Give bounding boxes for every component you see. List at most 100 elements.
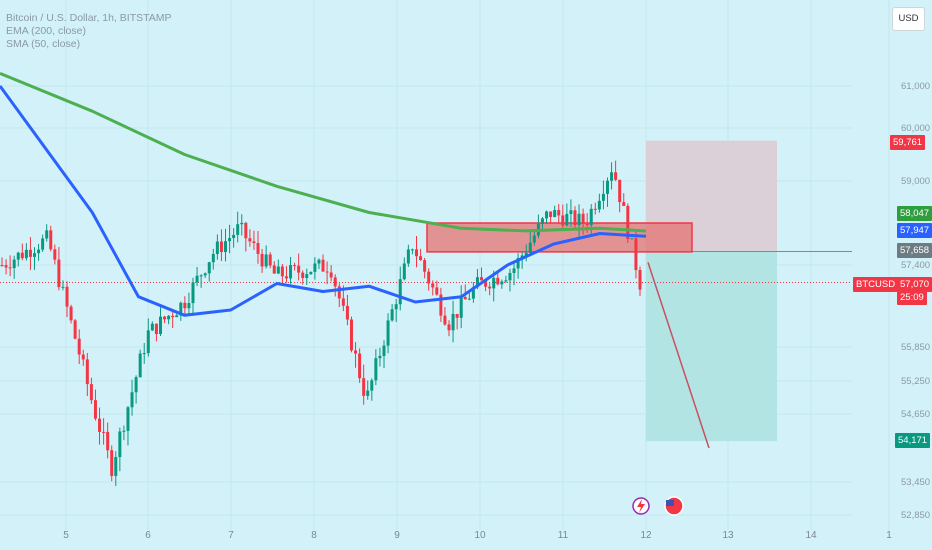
candle-body <box>171 315 175 318</box>
candle-body <box>138 353 142 378</box>
candle-body <box>630 238 634 240</box>
candle-body <box>618 179 622 203</box>
candle-body <box>154 323 158 335</box>
candle-body <box>276 266 280 274</box>
x-tick-label: 14 <box>805 530 817 541</box>
candle-body <box>614 172 618 180</box>
candle-body <box>106 431 110 451</box>
candle-body <box>447 324 451 331</box>
currency-button[interactable]: USD <box>892 7 925 31</box>
candle-body <box>345 305 349 320</box>
candle-body <box>325 271 329 273</box>
candle-body <box>573 210 577 226</box>
ema200-price-tag: 58,047 <box>897 206 932 221</box>
candle-body <box>85 359 89 385</box>
candle-body <box>634 238 638 270</box>
candle-body <box>293 265 297 267</box>
candle-body <box>260 253 264 267</box>
candle-body <box>24 249 28 259</box>
ema-legend[interactable]: EMA (200, close) <box>6 25 86 37</box>
candle-body <box>610 172 614 181</box>
candle-body <box>142 353 146 355</box>
candle-body <box>207 262 211 274</box>
candle-body <box>508 272 512 281</box>
candle-body <box>301 272 305 278</box>
lightning-icon <box>637 499 645 513</box>
candle-body <box>435 287 439 295</box>
candle-body <box>122 430 126 432</box>
y-tick-label: 60,000 <box>901 123 930 134</box>
x-tick-label: 9 <box>394 530 400 541</box>
candle-body <box>256 243 260 254</box>
candle-body <box>386 320 390 346</box>
candle-body <box>337 286 341 299</box>
candle-body <box>199 275 203 277</box>
candle-body <box>431 283 435 288</box>
candle-body <box>500 281 504 285</box>
stop-price-tag: 59,761 <box>890 135 926 150</box>
x-tick-label: 12 <box>640 530 652 541</box>
candle-body <box>451 313 455 331</box>
candle-body <box>228 238 232 242</box>
candle-body <box>57 259 61 288</box>
candle-body <box>179 302 183 316</box>
candle-body <box>366 390 370 396</box>
candle-body <box>512 268 516 273</box>
chart-legend: Bitcoin / U.S. Dollar, 1h, BITSTAMP EMA … <box>6 12 172 51</box>
candle-body <box>305 274 309 278</box>
candle-body <box>272 265 276 274</box>
candle-body <box>45 230 49 239</box>
candle-body <box>236 224 240 235</box>
candle-body <box>0 265 4 266</box>
candle-body <box>61 286 65 288</box>
candle-body <box>264 254 268 267</box>
x-tick-label: 11 <box>558 530 569 541</box>
candle-body <box>622 202 626 206</box>
y-tick-label: 57,400 <box>901 260 930 271</box>
candle-body <box>561 215 565 226</box>
candle-body <box>167 315 171 320</box>
candle-body <box>577 213 581 226</box>
candle-body <box>4 265 8 268</box>
candle-body <box>187 303 191 309</box>
candle-body <box>349 319 353 351</box>
candle-body <box>362 378 366 396</box>
candle-body <box>252 241 256 244</box>
candle-body <box>553 210 557 217</box>
candle-body <box>524 252 528 256</box>
ema200-line[interactable] <box>0 72 647 233</box>
candle-body <box>321 259 325 272</box>
candle-body <box>12 259 16 269</box>
x-tick-label: 5 <box>63 530 69 541</box>
candle-body <box>134 377 138 393</box>
candle-body <box>459 296 463 318</box>
x-tick-label: 10 <box>474 530 486 541</box>
candle-body <box>28 249 32 257</box>
sma-legend[interactable]: SMA (50, close) <box>6 38 81 50</box>
x-tick-label: 7 <box>228 530 234 541</box>
countdown-tag: 25:09 <box>897 290 927 305</box>
sma50-price-tag: 57,947 <box>897 223 932 238</box>
candle-body <box>593 208 597 210</box>
take-profit-zone <box>646 251 777 442</box>
candle-body <box>146 330 150 354</box>
candle-body <box>406 249 410 264</box>
y-tick-label: 53,450 <box>901 477 930 488</box>
symbol-label: Bitcoin / U.S. Dollar, 1h, BITSTAMP <box>6 12 172 24</box>
candle-body <box>581 213 585 224</box>
candle-body <box>528 242 532 253</box>
ticker-tag: BTCUSD <box>853 277 899 292</box>
candle-body <box>244 222 248 239</box>
candle-body <box>126 407 130 431</box>
candle-body <box>492 277 496 289</box>
candle-body <box>605 180 609 194</box>
candle-body <box>443 315 447 325</box>
candle-body <box>102 431 106 433</box>
sma50-line[interactable] <box>0 85 647 317</box>
y-tick-label: 54,650 <box>901 409 930 420</box>
candle-body <box>158 316 162 335</box>
candle-body <box>545 211 549 219</box>
candle-body <box>69 306 73 321</box>
y-tick-label: 59,000 <box>901 176 930 187</box>
